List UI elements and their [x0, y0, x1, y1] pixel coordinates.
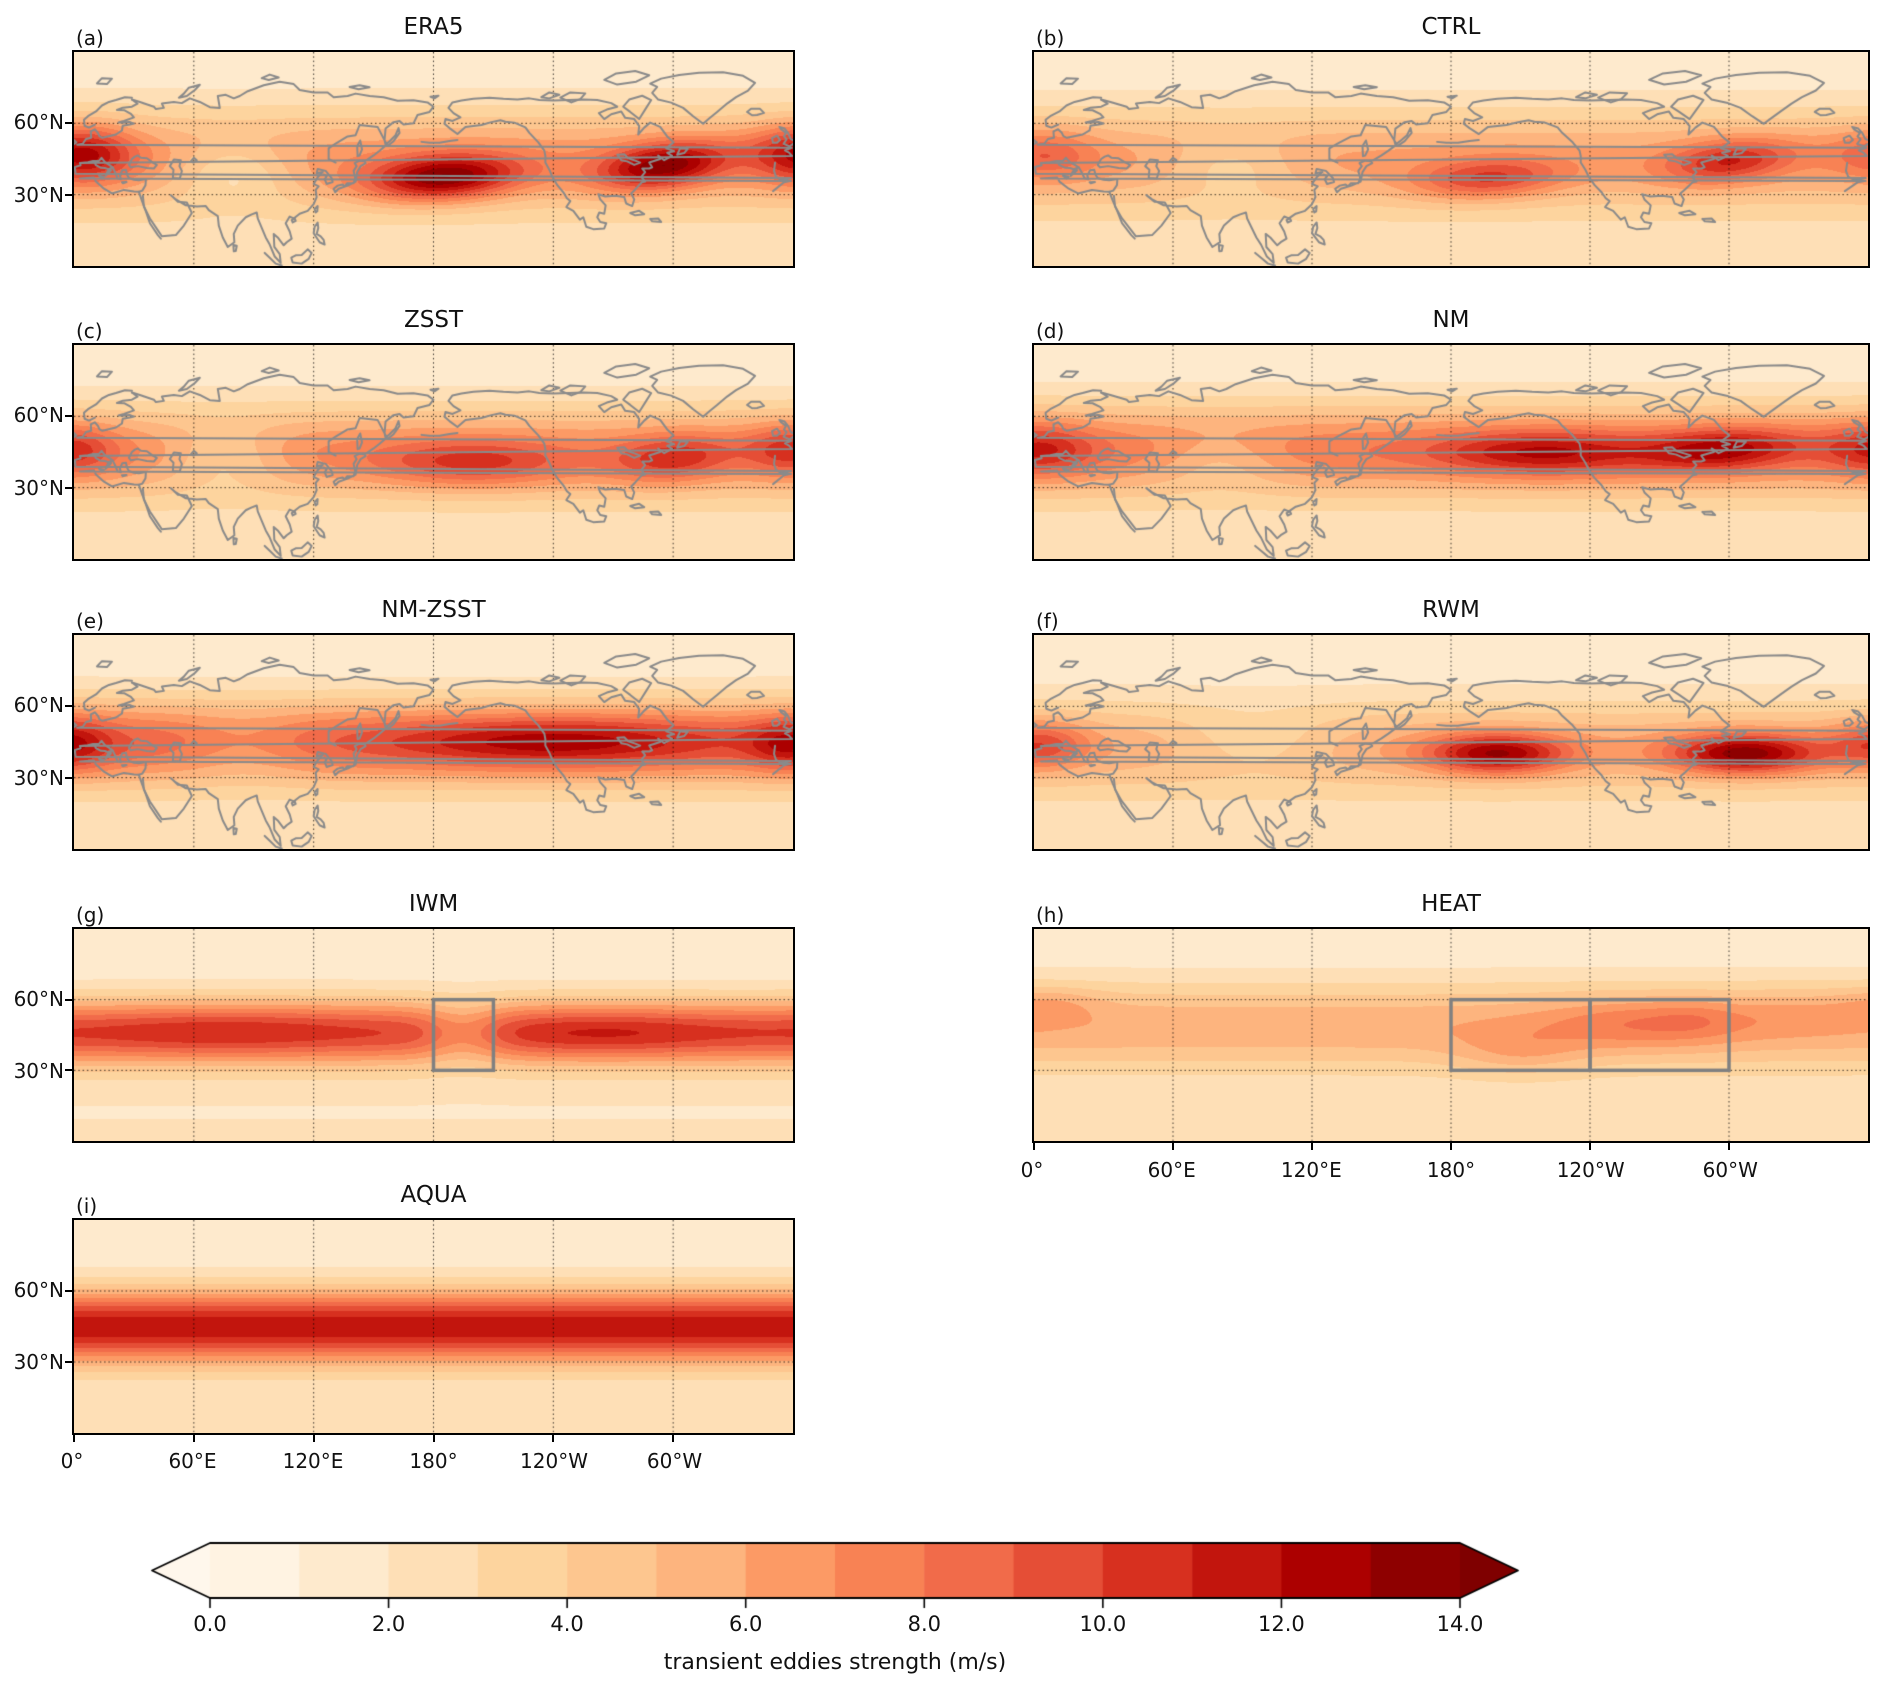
x-tick-mark: [672, 1434, 675, 1442]
panel-letter-d: (d): [1036, 319, 1065, 343]
y-tick-mark: [65, 1361, 73, 1363]
x-tick-label-120w: 120°W: [1556, 1158, 1625, 1182]
x-tick-label-60e: 60°E: [168, 1449, 217, 1473]
y-tick-label-30n: 30°N: [13, 183, 64, 207]
x-tick-mark: [552, 1434, 555, 1442]
x-tick-mark: [312, 1434, 315, 1442]
map-panel-rwm: [1032, 633, 1870, 851]
colorbar: [140, 1539, 1530, 1613]
colorbar-tick-label: 8.0: [907, 1612, 941, 1636]
y-tick-label-60n: 60°N: [13, 1278, 64, 1302]
colorbar-tick-label: 10.0: [1079, 1612, 1127, 1636]
map-panel-zsst: [65, 343, 795, 561]
map-canvas-zsst: [74, 345, 793, 559]
x-tick-mark: [1589, 1142, 1591, 1150]
x-tick-mark: [1728, 1142, 1730, 1150]
x-tick-label-0: 0°: [60, 1449, 84, 1473]
x-tick-label-0: 0°: [1020, 1158, 1044, 1182]
map-panel-nm: [1032, 343, 1870, 561]
y-tick-mark: [65, 1069, 73, 1072]
panel-letter-e: (e): [76, 609, 104, 633]
map-panel-aqua: [65, 1218, 795, 1442]
map-canvas-aqua: [74, 1220, 793, 1433]
panel-title-nm-zsst: NM-ZSST: [381, 597, 486, 623]
map-canvas-iwm: [74, 929, 793, 1141]
y-tick-mark: [65, 776, 73, 779]
panel-letter-a: (a): [76, 26, 104, 50]
map-panel-iwm: [65, 927, 795, 1143]
y-tick-mark: [65, 415, 73, 418]
panel-title-iwm: IWM: [408, 891, 459, 917]
x-tick-label-120e: 120°E: [282, 1449, 344, 1473]
y-tick-mark: [65, 998, 73, 1001]
map-canvas-era5: [74, 52, 793, 266]
panel-letter-i: (i): [76, 1194, 98, 1218]
colorbar-tick-label: 14.0: [1436, 1612, 1484, 1636]
map-canvas-nm-zsst: [74, 635, 793, 849]
y-tick-label-30n: 30°N: [13, 1059, 64, 1083]
colorbar-tick-label: 0.0: [193, 1612, 227, 1636]
colorbar-title: transient eddies strength (m/s): [663, 1650, 1007, 1675]
panel-title-rwm: RWM: [1422, 597, 1480, 623]
colorbar-tick-label: 2.0: [371, 1612, 406, 1636]
y-tick-label-30n: 30°N: [13, 1350, 64, 1374]
panel-letter-f: (f): [1036, 609, 1059, 633]
x-tick-label-180: 180°: [409, 1449, 458, 1473]
y-tick-label-60n: 60°N: [13, 693, 64, 717]
panel-letter-h: (h): [1036, 903, 1065, 927]
y-tick-mark: [65, 1290, 73, 1292]
x-tick-label-120e: 120°E: [1280, 1158, 1342, 1182]
map-panel-era5: [65, 50, 795, 268]
panel-title-zsst: ZSST: [403, 307, 463, 333]
x-tick-label-60e: 60°E: [1147, 1158, 1196, 1182]
x-tick-label-60w: 60°W: [1702, 1158, 1758, 1182]
x-tick-mark: [73, 1434, 75, 1442]
map-canvas-heat: [1034, 929, 1868, 1141]
panel-title-era5: ERA5: [403, 14, 464, 40]
x-tick-mark: [1033, 1142, 1035, 1150]
map-canvas-nm: [1034, 345, 1868, 559]
map-panel-heat: [1032, 927, 1870, 1150]
map-panel-nm-zsst: [65, 633, 795, 851]
panel-title-aqua: AQUA: [400, 1182, 467, 1208]
y-tick-mark: [65, 486, 73, 489]
panel-title-ctrl: CTRL: [1421, 14, 1481, 40]
y-tick-label-30n: 30°N: [13, 476, 64, 500]
x-tick-label-180: 180°: [1426, 1158, 1476, 1182]
panel-title-nm: NM: [1432, 307, 1470, 333]
colorbar-tick-label: 6.0: [728, 1612, 763, 1636]
map-canvas-ctrl: [1034, 52, 1868, 266]
x-tick-mark: [1311, 1142, 1313, 1150]
y-tick-label-60n: 60°N: [13, 403, 64, 427]
colorbar-tick-label: 4.0: [550, 1612, 584, 1636]
x-tick-label-60w: 60°W: [646, 1449, 703, 1473]
x-tick-mark: [1172, 1142, 1174, 1150]
panel-letter-c: (c): [76, 319, 103, 343]
x-tick-mark: [192, 1434, 195, 1442]
x-tick-label-120w: 120°W: [520, 1449, 588, 1473]
map-canvas-rwm: [1034, 635, 1868, 849]
panel-letter-g: (g): [76, 903, 105, 927]
y-tick-label-30n: 30°N: [13, 766, 64, 790]
panel-title-heat: HEAT: [1421, 891, 1481, 917]
y-tick-mark: [65, 705, 73, 708]
panel-letter-b: (b): [1036, 26, 1065, 50]
x-tick-mark: [432, 1434, 435, 1442]
colorbar-tick-label: 12.0: [1258, 1612, 1305, 1636]
y-tick-mark: [65, 193, 73, 196]
y-tick-label-60n: 60°N: [13, 110, 64, 134]
y-tick-mark: [65, 122, 73, 125]
y-tick-label-60n: 60°N: [13, 987, 64, 1011]
map-panel-ctrl: [1032, 50, 1870, 268]
x-tick-mark: [1450, 1142, 1452, 1150]
